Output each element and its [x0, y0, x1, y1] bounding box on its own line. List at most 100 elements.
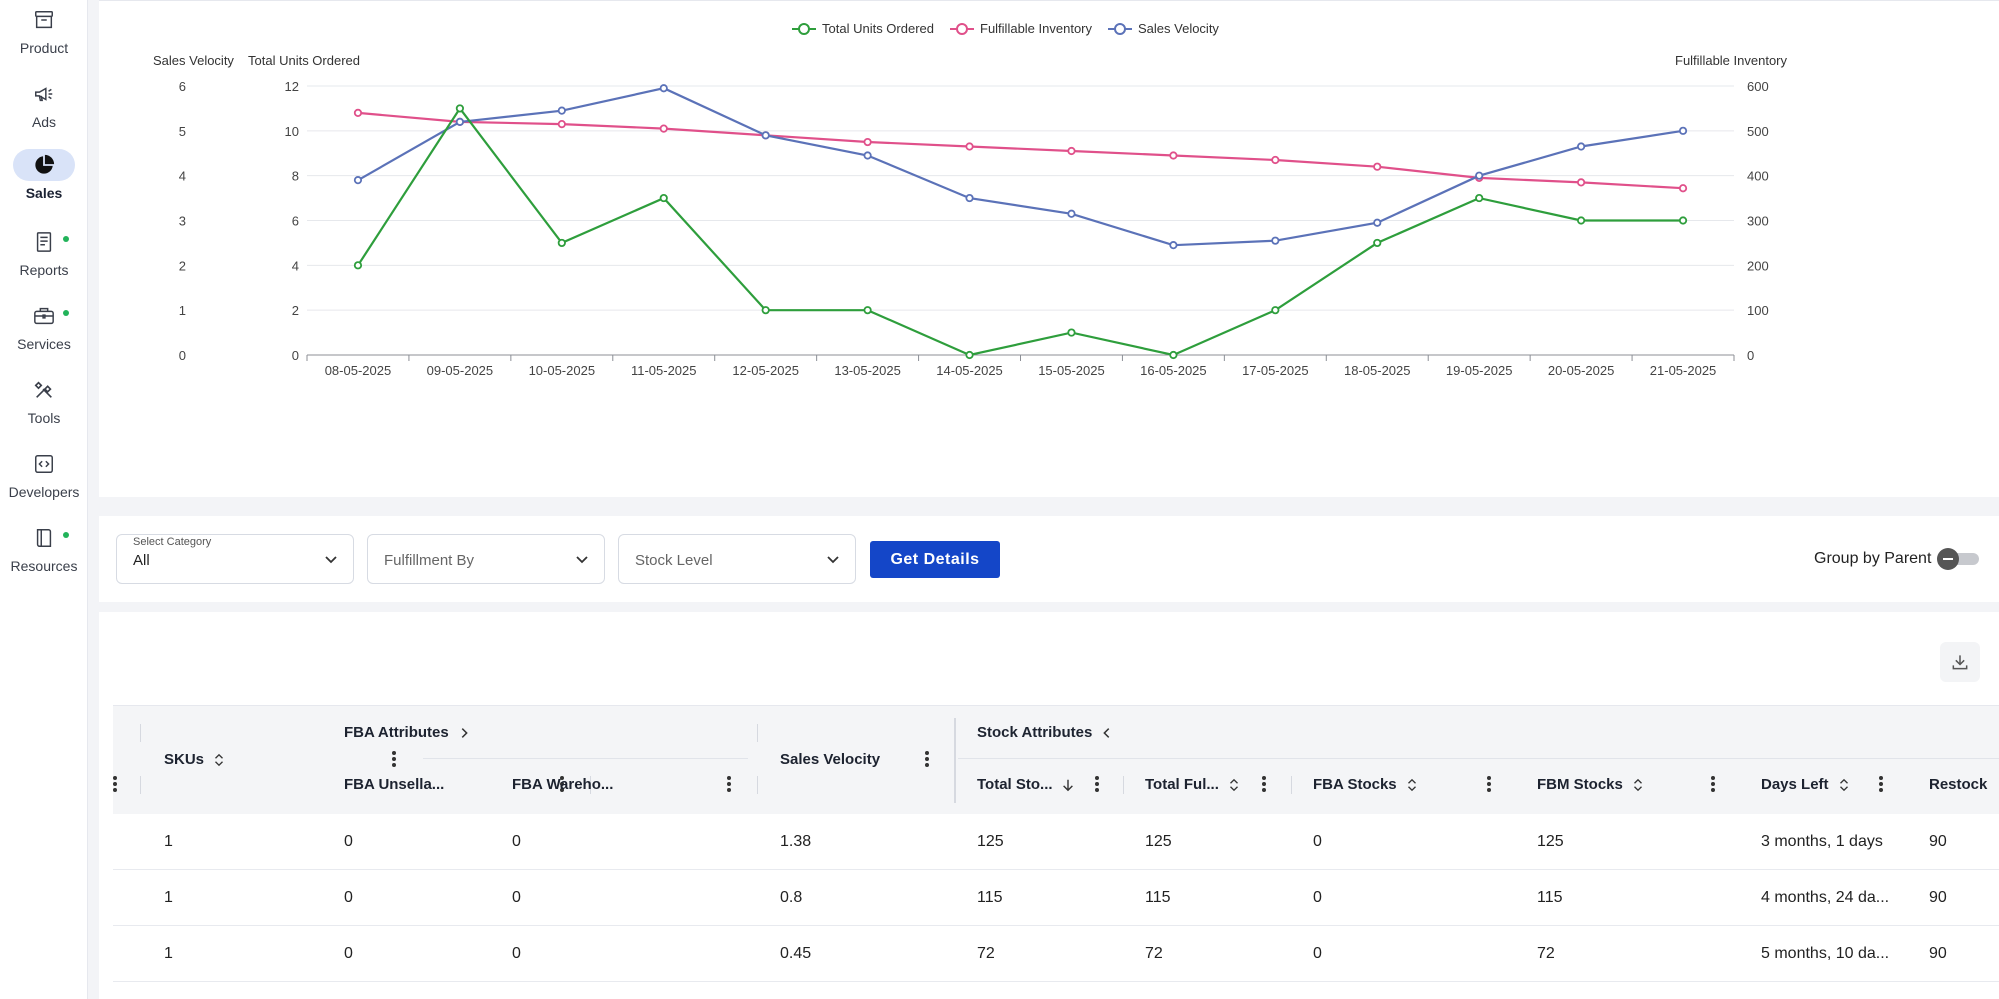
- sidebar-item-label: Tools: [27, 410, 61, 426]
- data-point-total-units-ordered: [659, 193, 668, 203]
- column-label: Total Ful...: [1145, 776, 1219, 793]
- cell-fbm-stocks: 72: [1537, 945, 1555, 962]
- data-point-total-units-ordered: [761, 306, 770, 315]
- y-tick-label-sales-velocity: 1: [179, 303, 186, 318]
- chevron-down-icon: [325, 556, 337, 564]
- table-row[interactable]: 1 0 0 0.8 115 115 0 115 4 months, 24 da.…: [113, 870, 1999, 926]
- sidebar-item-services[interactable]: Services: [0, 300, 88, 360]
- column-menu-icon[interactable]: [925, 751, 929, 767]
- column-header-total-stock[interactable]: Total Sto...: [977, 776, 1075, 793]
- sidebar-item-label: Reports: [19, 262, 69, 278]
- column-header-fba-unsellable[interactable]: FBA Unsella...: [344, 776, 444, 793]
- x-tick-label: 17-05-2025: [1242, 363, 1309, 378]
- group-header-label: Stock Attributes: [977, 724, 1093, 741]
- column-menu-icon[interactable]: [1879, 776, 1883, 792]
- x-tick-label: 18-05-2025: [1344, 363, 1411, 378]
- data-point-sales-velocity: [1373, 218, 1382, 227]
- select-category-dropdown[interactable]: Select Category All: [116, 534, 354, 584]
- line-chart: 01234560246810120100200300400500600Sales…: [153, 53, 1787, 378]
- sort-icon: [215, 753, 223, 766]
- sidebar-item-label: Resources: [10, 558, 78, 574]
- y-tick-label-sales-velocity: 5: [179, 124, 186, 139]
- y-tick-label-sales-velocity: 4: [179, 169, 186, 184]
- data-point-sales-velocity: [455, 117, 464, 126]
- cell-restock: 90: [1929, 945, 1947, 962]
- chevron-left-icon: [1103, 727, 1110, 738]
- cell-skus: 1: [164, 889, 173, 906]
- column-label: Days Left: [1761, 776, 1829, 793]
- download-icon: [1952, 655, 1968, 670]
- table-row[interactable]: 1 0 0 0.45 72 72 0 72 5 months, 10 da...…: [113, 926, 1999, 982]
- legend-item-fulfillable-inventory[interactable]: Fulfillable Inventory: [950, 21, 1092, 36]
- book-icon: [13, 522, 75, 554]
- cell-fba-warehouse: 0: [512, 833, 521, 850]
- y-tick-label-sales-velocity: 2: [179, 258, 186, 273]
- sidebar-item-product[interactable]: Product: [0, 4, 88, 64]
- cell-fbm-stocks: 115: [1537, 889, 1563, 906]
- sidebar-item-reports[interactable]: Reports: [0, 226, 88, 286]
- sidebar-item-developers[interactable]: Developers: [0, 448, 88, 508]
- column-label: FBA Stocks: [1313, 776, 1397, 793]
- legend-item-total-units[interactable]: Total Units Ordered: [792, 21, 934, 36]
- y-tick-label-total-units: 10: [285, 124, 299, 139]
- cell-days-left: 3 months, 1 days: [1761, 833, 1883, 850]
- y-tick-label-fulfillable-inventory: 500: [1747, 124, 1769, 139]
- column-header-restock[interactable]: Restock: [1929, 776, 1987, 793]
- data-point-total-units-ordered: [455, 104, 464, 113]
- sidebar-item-label: Services: [17, 336, 71, 352]
- stock-level-dropdown[interactable]: Stock Level: [618, 534, 856, 584]
- group-by-parent-toggle[interactable]: [1937, 548, 1979, 570]
- column-menu-icon[interactable]: [392, 751, 396, 767]
- column-label: Restock: [1929, 776, 1988, 793]
- column-header-total-fulfillable[interactable]: Total Ful...: [1145, 776, 1241, 793]
- column-menu-icon[interactable]: [113, 776, 117, 792]
- column-menu-icon[interactable]: [1262, 776, 1266, 792]
- y-axis-title-total-units: Total Units Ordered: [248, 53, 360, 68]
- get-details-button[interactable]: Get Details: [870, 541, 1000, 578]
- sidebar-item-sales[interactable]: Sales: [0, 149, 88, 209]
- column-header-days-left[interactable]: Days Left: [1761, 776, 1851, 793]
- data-point-sales-velocity: [1169, 241, 1178, 250]
- column-label: Total Sto...: [977, 776, 1053, 793]
- column-header-fba-warehouse[interactable]: FBA Wareho...: [512, 776, 613, 793]
- sidebar-item-label: Ads: [31, 114, 57, 130]
- fulfillment-by-dropdown[interactable]: Fulfillment By: [367, 534, 605, 584]
- download-button[interactable]: [1940, 642, 1980, 682]
- y-tick-label-total-units: 0: [292, 348, 299, 363]
- group-header-stock-attributes[interactable]: Stock Attributes: [977, 724, 1114, 741]
- legend-label: Sales Velocity: [1138, 21, 1219, 36]
- column-header-skus[interactable]: SKUs: [164, 751, 226, 768]
- column-menu-icon[interactable]: [1487, 776, 1491, 792]
- group-header-fba-attributes[interactable]: FBA Attributes: [344, 724, 471, 741]
- cell-fbm-stocks: 125: [1537, 833, 1564, 850]
- cell-fba-stocks: 0: [1313, 889, 1322, 906]
- table-row[interactable]: 1 0 0 1.38 125 125 0 125 3 months, 1 day…: [113, 814, 1999, 870]
- column-menu-icon[interactable]: [1095, 776, 1099, 792]
- x-tick-label: 12-05-2025: [732, 363, 799, 378]
- sidebar-item-tools[interactable]: Tools: [0, 374, 88, 434]
- y-tick-label-fulfillable-inventory: 200: [1747, 258, 1769, 273]
- data-point-sales-velocity: [1678, 126, 1688, 135]
- cell-fba-unsellable: 0: [344, 833, 353, 850]
- sort-icon: [1407, 778, 1416, 791]
- legend-item-sales-velocity[interactable]: Sales Velocity: [1108, 21, 1219, 36]
- x-tick-label: 20-05-2025: [1548, 363, 1615, 378]
- select-category-caption: Select Category: [133, 536, 212, 548]
- cell-sales-velocity: 1.38: [780, 833, 812, 850]
- tools-icon: [13, 374, 75, 406]
- cell-total-fulfillable: 72: [1145, 945, 1163, 962]
- column-header-fbm-stocks[interactable]: FBM Stocks: [1537, 776, 1645, 793]
- stock-level-placeholder: Stock Level: [635, 552, 713, 569]
- column-header-sales-velocity[interactable]: Sales Velocity: [780, 751, 880, 768]
- legend-swatch: [1108, 22, 1132, 35]
- data-point-sales-velocity: [761, 131, 770, 140]
- column-menu-icon[interactable]: [560, 776, 564, 792]
- sidebar-item-resources[interactable]: Resources: [0, 522, 88, 582]
- column-menu-icon[interactable]: [727, 776, 731, 792]
- sidebar-item-ads[interactable]: Ads: [0, 78, 88, 138]
- column-menu-icon[interactable]: [1711, 776, 1715, 792]
- data-point-total-units-ordered: [1678, 216, 1688, 225]
- pie-chart-icon: [13, 149, 75, 181]
- notification-dot: [63, 532, 69, 538]
- column-header-fba-stocks[interactable]: FBA Stocks: [1313, 776, 1419, 793]
